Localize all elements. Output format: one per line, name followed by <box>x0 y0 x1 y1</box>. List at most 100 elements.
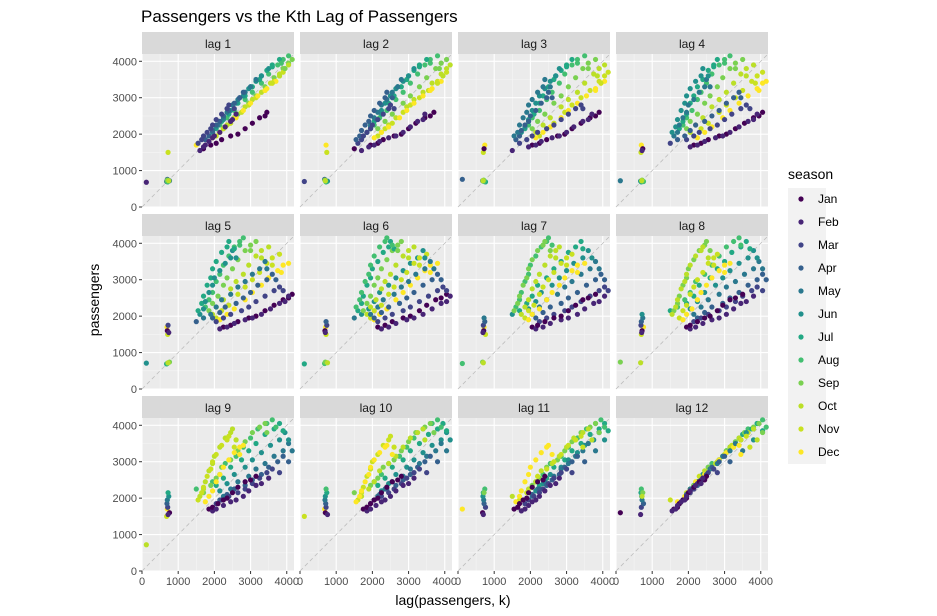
data-point <box>202 298 208 305</box>
data-point <box>544 126 550 132</box>
data-point <box>389 451 395 458</box>
x-tick-label: 2000 <box>360 576 384 588</box>
data-point <box>596 288 602 294</box>
data-point <box>438 300 444 306</box>
data-point <box>443 288 450 294</box>
data-point <box>592 258 599 265</box>
data-point <box>574 269 581 276</box>
legend-item: Nov <box>798 422 839 436</box>
data-point <box>269 255 275 261</box>
data-point <box>233 278 239 285</box>
data-point <box>549 135 555 141</box>
data-point <box>224 324 230 330</box>
data-point <box>712 282 719 288</box>
data-point <box>685 102 691 108</box>
data-point <box>322 329 328 336</box>
data-point <box>459 176 465 182</box>
data-point <box>278 269 284 276</box>
data-point <box>524 495 530 501</box>
data-point <box>569 251 575 257</box>
data-point <box>377 468 383 474</box>
data-point <box>411 65 417 72</box>
data-point <box>545 89 552 95</box>
data-point <box>682 133 688 139</box>
data-point <box>481 315 487 321</box>
data-point <box>574 56 581 63</box>
data-point <box>759 271 766 277</box>
data-point <box>202 142 208 148</box>
data-point <box>594 73 600 79</box>
data-point <box>386 291 392 297</box>
data-point <box>416 308 423 314</box>
data-point <box>353 499 359 505</box>
data-point <box>544 466 550 472</box>
data-point <box>427 113 433 119</box>
data-point <box>558 93 564 99</box>
data-point <box>384 257 390 263</box>
data-point <box>416 298 423 305</box>
data-point <box>601 284 608 290</box>
data-point <box>443 298 450 305</box>
data-point <box>209 300 216 306</box>
data-point <box>533 100 539 106</box>
data-point <box>565 442 571 448</box>
data-point <box>578 433 584 439</box>
x-tick-label: 0 <box>297 576 303 588</box>
data-point <box>714 470 720 476</box>
data-point <box>364 300 370 306</box>
data-point <box>573 106 579 112</box>
facet-panel: lag 5 0 1000 2000 3000 4000 <box>113 214 295 396</box>
data-point <box>264 109 270 115</box>
legend-label: Jun <box>818 307 837 321</box>
data-point <box>416 255 423 261</box>
data-point <box>540 84 546 90</box>
data-point <box>592 420 599 427</box>
facet-strip <box>300 32 452 54</box>
data-point <box>585 426 591 432</box>
data-point <box>553 73 559 79</box>
data-point <box>257 115 263 121</box>
data-point <box>558 317 564 323</box>
data-point <box>518 127 524 134</box>
data-point <box>754 284 760 290</box>
data-point <box>518 488 524 494</box>
data-point <box>752 80 758 86</box>
data-point <box>249 277 255 283</box>
facet-panel: lag 10 0 1000 2000 3000 4000 <box>297 396 457 588</box>
legend-key <box>798 403 804 409</box>
data-point <box>727 65 733 72</box>
data-point <box>386 324 392 330</box>
data-point <box>598 80 604 86</box>
data-point <box>371 135 377 141</box>
data-point <box>481 490 487 496</box>
data-point <box>574 289 581 296</box>
reference-line <box>141 417 295 572</box>
data-point <box>524 275 530 281</box>
x-tick-label: 3000 <box>712 576 736 588</box>
data-point <box>696 282 702 288</box>
data-point <box>578 238 584 245</box>
data-point <box>536 486 543 492</box>
data-point <box>280 262 286 268</box>
data-point <box>231 471 237 478</box>
data-point <box>698 315 704 321</box>
data-point <box>213 475 219 481</box>
data-point <box>750 426 757 432</box>
data-point <box>253 466 259 472</box>
data-point <box>231 306 237 312</box>
data-point <box>547 320 553 327</box>
data-point <box>384 89 390 95</box>
data-point <box>683 493 690 499</box>
data-point <box>358 289 365 296</box>
data-point <box>276 251 283 257</box>
data-point <box>459 506 465 512</box>
data-point <box>386 304 392 310</box>
data-point <box>536 271 543 277</box>
data-point <box>228 286 234 292</box>
data-point <box>386 124 392 130</box>
data-point <box>224 480 230 487</box>
data-point <box>542 319 548 325</box>
data-point <box>727 129 733 135</box>
data-point <box>269 466 275 472</box>
data-point <box>542 76 548 83</box>
